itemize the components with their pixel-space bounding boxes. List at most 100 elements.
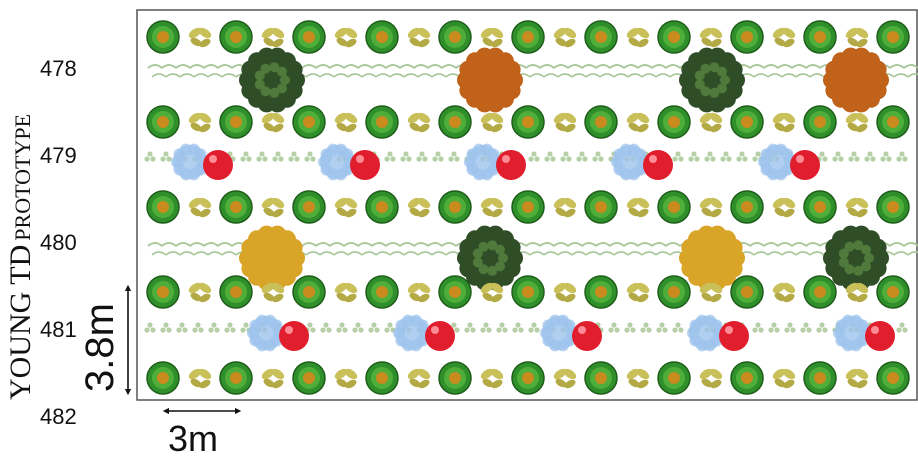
- clover-icon: [384, 151, 396, 162]
- green-pot-icon: [438, 190, 472, 224]
- blue-flower-red-ball: [393, 314, 455, 352]
- shrub-row-480: [147, 225, 918, 291]
- row-label-480: 480: [40, 230, 77, 255]
- clover-icon: [736, 151, 748, 162]
- red-ball-icon: [203, 150, 233, 180]
- blue-flower-red-ball: [464, 143, 526, 181]
- yellow-leaf-icon: [407, 112, 431, 133]
- clover-icon: [896, 322, 908, 333]
- red-ball-icon: [496, 150, 526, 180]
- yellow-leaf-icon: [626, 197, 650, 218]
- yellow-leaf-icon: [334, 368, 358, 389]
- green-pot-icon: [584, 105, 618, 139]
- clover-icon: [176, 322, 188, 333]
- green-pot-icon: [876, 275, 910, 309]
- green-pot-icon: [584, 275, 618, 309]
- yellow-leaf-icon: [845, 197, 869, 218]
- pot-row-2: [146, 105, 910, 139]
- clover-icon: [864, 151, 876, 162]
- brown-shrub-icon: [823, 47, 889, 113]
- row-label-482: 482: [40, 404, 77, 429]
- green-pot-icon: [146, 190, 180, 224]
- yellow-leaf-icon: [480, 112, 504, 133]
- clover-icon: [336, 322, 348, 333]
- green-pot-icon: [730, 361, 764, 395]
- brown-shrub-icon: [457, 47, 523, 113]
- dark-tree-icon: [457, 225, 523, 291]
- green-pot-icon: [803, 20, 837, 54]
- clover-icon: [224, 322, 236, 333]
- yellow-leaf-icon: [188, 282, 212, 303]
- green-pot-icon: [657, 275, 691, 309]
- scale-label-vertical: 3.8m: [78, 303, 122, 392]
- yellow-leaf-icon: [772, 112, 796, 133]
- green-pot-icon: [730, 275, 764, 309]
- red-ball-icon: [865, 321, 895, 351]
- green-pot-icon: [146, 361, 180, 395]
- green-pot-icon: [219, 190, 253, 224]
- clover-icon: [240, 151, 252, 162]
- blue-flower-icon: [171, 143, 209, 181]
- green-pot-icon: [438, 20, 472, 54]
- red-ball-icon: [643, 150, 673, 180]
- green-pot-icon: [292, 105, 326, 139]
- green-pot-icon: [730, 105, 764, 139]
- yellow-leaf-icon: [261, 368, 285, 389]
- gold-shrub-icon: [679, 225, 745, 291]
- clover-icon: [448, 151, 460, 162]
- yellow-leaf-icon: [553, 27, 577, 48]
- clover-icon: [768, 322, 780, 333]
- blue-flower-icon: [687, 314, 725, 352]
- yellow-leaf-icon: [845, 112, 869, 133]
- yellow-leaf-icon: [772, 368, 796, 389]
- yellow-leaf-icon: [626, 112, 650, 133]
- blue-flower-red-ball: [318, 143, 380, 181]
- yellow-leaf-icon: [188, 112, 212, 133]
- blue-flower-red-ball: [540, 314, 602, 352]
- blue-flower-red-ball: [833, 314, 895, 352]
- clover-icon: [192, 322, 204, 333]
- green-pot-icon: [876, 361, 910, 395]
- blue-flower-icon: [318, 143, 356, 181]
- pot-row-5: [146, 361, 910, 395]
- yellow-leaf-icon: [553, 112, 577, 133]
- green-pot-icon: [365, 361, 399, 395]
- red-ball-icon: [790, 150, 820, 180]
- blue-flower-red-ball: [171, 143, 233, 181]
- yellow-leaf-icon: [845, 27, 869, 48]
- red-ball-icon: [279, 321, 309, 351]
- clover-icon: [624, 322, 636, 333]
- clover-icon: [144, 151, 156, 162]
- yellow-leaf-icon: [845, 368, 869, 389]
- yellow-leaf-icon: [480, 27, 504, 48]
- plot-content: [144, 20, 918, 395]
- yellow-leaf-icon: [699, 112, 723, 133]
- green-pot-icon: [511, 361, 545, 395]
- green-pot-icon: [730, 190, 764, 224]
- green-pot-icon: [584, 190, 618, 224]
- row-label-479: 479: [40, 143, 77, 168]
- clover-icon: [320, 322, 332, 333]
- clover-icon: [880, 151, 892, 162]
- yellow-leaf-icon: [553, 282, 577, 303]
- clover-icon: [848, 151, 860, 162]
- clover-icon: [160, 151, 172, 162]
- green-pot-icon: [219, 20, 253, 54]
- clover-icon: [256, 151, 268, 162]
- yellow-leaf-icon: [626, 368, 650, 389]
- title-prefix: YOUNG TD: [4, 244, 37, 400]
- row-label-478: 478: [40, 56, 77, 81]
- flower-row-481: [144, 314, 908, 352]
- blue-flower-icon: [611, 143, 649, 181]
- blue-flower-icon: [833, 314, 871, 352]
- yellow-leaf-icon: [407, 197, 431, 218]
- clover-icon: [352, 322, 364, 333]
- green-pot-icon: [219, 361, 253, 395]
- clover-icon: [688, 151, 700, 162]
- clover-icon: [208, 322, 220, 333]
- scale-label-horizontal: 3m: [168, 418, 219, 459]
- clover-icon: [640, 322, 652, 333]
- yellow-leaf-icon: [407, 368, 431, 389]
- clover-icon: [368, 322, 380, 333]
